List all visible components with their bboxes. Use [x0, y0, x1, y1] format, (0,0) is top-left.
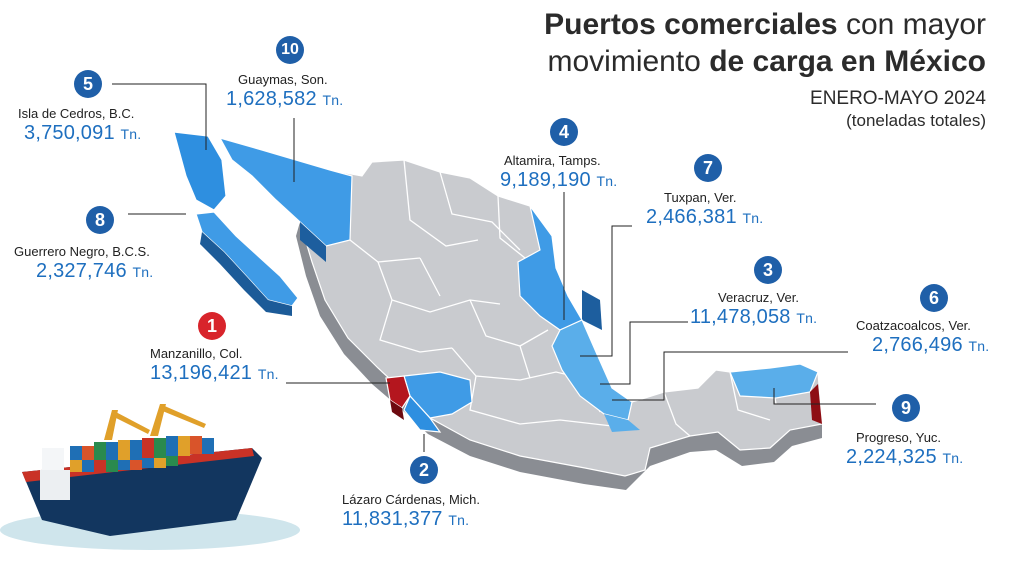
- port-name: Progreso, Yuc.: [856, 430, 942, 445]
- state-yucatan: [729, 363, 819, 399]
- port-value: 3,750,091 Tn.: [18, 122, 141, 145]
- rank-badge-7: 7: [694, 154, 722, 182]
- port-name: Tuxpan, Ver.: [664, 190, 737, 205]
- baja-extrusion: [200, 232, 292, 316]
- port-name: Isla de Cedros, B.C.: [18, 106, 135, 121]
- port-value: 11,478,058 Tn.: [690, 306, 817, 329]
- leader-lines: [112, 83, 876, 452]
- state-baja-california: [173, 131, 227, 211]
- gulf-coast-strip: [604, 414, 640, 432]
- port-label-guerrero-negro: Guerrero Negro, B.C.S. 2,327,746 Tn.: [14, 244, 153, 283]
- port-value: 2,327,746 Tn.: [14, 260, 153, 283]
- port-value-number: 9,189,190: [500, 169, 591, 191]
- rank-badge-6: 6: [920, 284, 948, 312]
- rank-badge-2: 2: [410, 456, 438, 484]
- rank-badge-1: 1: [198, 312, 226, 340]
- state-sonora-side: [300, 222, 326, 262]
- state-michoacan-coast: [403, 394, 442, 433]
- port-value-number: 2,327,746: [36, 260, 127, 282]
- port-name: Lázaro Cárdenas, Mich.: [342, 492, 481, 507]
- port-name: Guerrero Negro, B.C.S.: [14, 244, 150, 259]
- port-label-coatzacoalcos: Coatzacoalcos, Ver. 2,766,496 Tn.: [856, 318, 989, 357]
- port-name: Altamira, Tamps.: [504, 153, 601, 168]
- port-label-manzanillo: Manzanillo, Col. 13,196,421 Tn.: [150, 346, 279, 385]
- rank-badge-10: 10: [276, 36, 304, 64]
- state-colima: [385, 375, 411, 409]
- port-value-number: 2,224,325: [846, 446, 937, 468]
- unit-note: (toneladas totales): [846, 111, 986, 130]
- port-unit: Tn.: [132, 264, 154, 280]
- port-unit: Tn.: [796, 310, 818, 326]
- title-regular-1: con mayor: [837, 8, 986, 41]
- title-regular-2: movimiento: [547, 45, 710, 78]
- port-label-guaymas: Guaymas, Son. 1,628,582 Tn.: [226, 72, 343, 111]
- port-value: 1,628,582 Tn.: [226, 88, 343, 111]
- port-value: 2,466,381 Tn.: [646, 206, 763, 229]
- title-bold-2: de carga en México: [709, 45, 986, 78]
- port-value: 2,766,496 Tn.: [856, 334, 989, 357]
- port-label-veracruz: Veracruz, Ver. 11,478,058 Tn.: [690, 290, 817, 329]
- port-label-altamira: Altamira, Tamps. 9,189,190 Tn.: [500, 153, 617, 192]
- tamaulipas-side: [582, 290, 602, 330]
- title-line-2: movimiento de carga en México: [544, 43, 986, 80]
- port-name: Guaymas, Son.: [238, 72, 328, 87]
- port-name: Manzanillo, Col.: [150, 346, 243, 361]
- colima-side: [390, 400, 404, 420]
- port-value-number: 1,628,582: [226, 88, 317, 110]
- rank-badge-9: 9: [892, 394, 920, 422]
- port-value: 2,224,325 Tn.: [846, 446, 963, 469]
- port-unit: Tn.: [257, 366, 279, 382]
- port-unit: Tn.: [448, 512, 470, 528]
- port-unit: Tn.: [968, 338, 990, 354]
- port-unit: Tn.: [742, 210, 764, 226]
- rank-badge-5: 5: [74, 70, 102, 98]
- port-unit: Tn.: [120, 126, 142, 142]
- state-sonora: [218, 137, 353, 247]
- period-label: ENERO-MAYO 2024: [810, 88, 986, 109]
- port-value-number: 11,478,058: [690, 306, 791, 328]
- port-value: 13,196,421 Tn.: [150, 362, 279, 385]
- rank-badge-8: 8: [86, 206, 114, 234]
- port-label-isla-de-cedros: Isla de Cedros, B.C. 3,750,091 Tn.: [18, 106, 141, 145]
- port-value-number: 2,766,496: [872, 334, 963, 356]
- port-value-number: 13,196,421: [150, 362, 253, 384]
- title-bold-1: Puertos comerciales: [544, 8, 838, 41]
- port-label-tuxpan: Tuxpan, Ver. 2,466,381 Tn.: [646, 190, 763, 229]
- port-name: Veracruz, Ver.: [718, 290, 799, 305]
- port-value: 9,189,190 Tn.: [500, 169, 617, 192]
- title-block: Puertos comerciales con mayor movimiento…: [544, 6, 986, 132]
- port-label-lazaro-cardenas: Lázaro Cárdenas, Mich. 11,831,377 Tn.: [342, 492, 480, 531]
- rank-badge-4: 4: [550, 118, 578, 146]
- port-unit: Tn.: [942, 450, 964, 466]
- port-value: 11,831,377 Tn.: [342, 508, 480, 531]
- title-line-1: Puertos comerciales con mayor: [544, 6, 986, 43]
- port-unit: Tn.: [596, 173, 618, 189]
- port-value-number: 2,466,381: [646, 206, 737, 228]
- port-value-number: 3,750,091: [24, 122, 115, 144]
- port-unit: Tn.: [322, 92, 344, 108]
- port-label-progreso: Progreso, Yuc. 2,224,325 Tn.: [846, 430, 963, 469]
- cargo-ship-illustration: [0, 404, 300, 550]
- rank-badge-3: 3: [754, 256, 782, 284]
- port-name: Coatzacoalcos, Ver.: [856, 318, 971, 333]
- port-value-number: 11,831,377: [342, 508, 443, 530]
